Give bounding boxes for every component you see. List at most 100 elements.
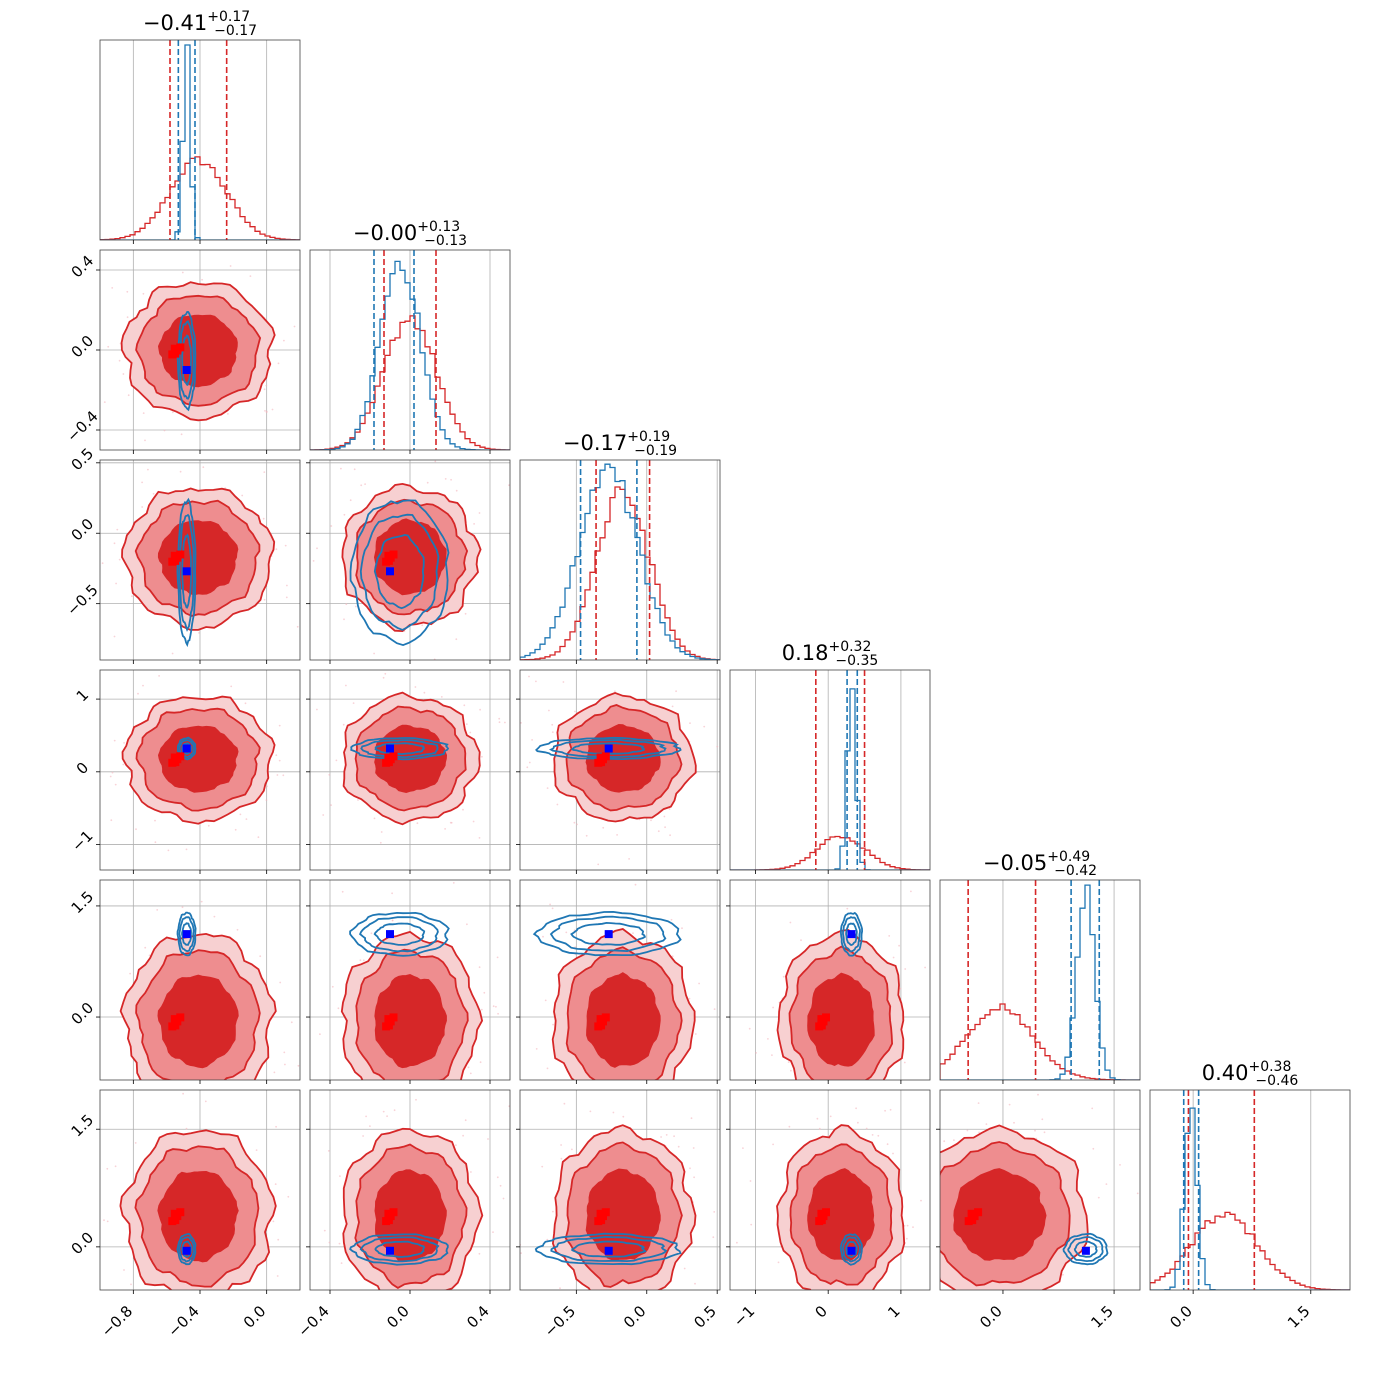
red-histogram bbox=[940, 1003, 1140, 1080]
red-histogram bbox=[730, 835, 930, 870]
red-marker bbox=[598, 754, 606, 763]
blue-contour bbox=[1073, 1240, 1098, 1258]
panel-4-0: 0.0 1.5 bbox=[68, 879, 301, 1084]
blue-contour bbox=[176, 497, 197, 648]
blue-contour bbox=[1062, 1232, 1109, 1266]
diag-panel-1: −0.00+0.13 −0.13 bbox=[309, 219, 511, 454]
blue-contour bbox=[373, 922, 426, 946]
x-tick-label: 1.5 bbox=[1087, 1302, 1117, 1332]
panel-title: −0.41+0.17 −0.17 bbox=[143, 9, 257, 39]
red-marker bbox=[598, 1211, 606, 1220]
blue-histogram bbox=[730, 688, 930, 870]
y-tick-label: 1.5 bbox=[68, 1111, 98, 1141]
blue-contour bbox=[534, 1232, 682, 1266]
blue-contour bbox=[845, 922, 858, 946]
red-marker bbox=[974, 1208, 983, 1217]
x-tick-label: 0.0 bbox=[1166, 1302, 1196, 1332]
panel-5-2: −0.5 0.0 0.5 bbox=[516, 1089, 721, 1341]
blue-contour bbox=[181, 922, 192, 946]
red-histogram bbox=[1150, 1211, 1350, 1290]
blue-contour bbox=[178, 916, 195, 953]
blue-marker bbox=[847, 1246, 856, 1255]
red-contour-inner bbox=[953, 1168, 1047, 1261]
y-tick-label: 0 bbox=[73, 759, 92, 778]
x-tick-label: 0.0 bbox=[976, 1302, 1006, 1332]
blue-histogram bbox=[940, 884, 1140, 1080]
panel-2-1 bbox=[306, 459, 511, 664]
red-histogram bbox=[310, 315, 510, 450]
diag-panel-2: −0.17+0.19 −0.19 bbox=[519, 429, 721, 664]
x-tick-label: 1.5 bbox=[1284, 1302, 1314, 1332]
blue-marker bbox=[847, 930, 856, 939]
blue-marker bbox=[182, 366, 191, 374]
panel-3-2 bbox=[516, 669, 721, 874]
red-histogram bbox=[100, 156, 300, 240]
x-tick-label: 1 bbox=[884, 1302, 903, 1321]
panel-frame bbox=[729, 879, 931, 1081]
y-tick-label: −1 bbox=[68, 827, 96, 855]
red-marker bbox=[818, 1016, 827, 1025]
y-tick-label: 0.0 bbox=[68, 515, 98, 545]
panel-3-1 bbox=[306, 669, 511, 874]
x-tick-label: 0.0 bbox=[383, 1302, 413, 1332]
blue-contour bbox=[842, 916, 861, 953]
panel-3-0: −1 0 1 bbox=[68, 669, 301, 874]
panel-frame bbox=[939, 1089, 1141, 1291]
red-contour-inner bbox=[807, 972, 875, 1067]
x-tick-label: 0.0 bbox=[240, 1302, 270, 1332]
red-marker bbox=[172, 754, 181, 763]
blue-marker bbox=[182, 567, 191, 576]
panel-frame bbox=[939, 879, 1141, 1081]
y-tick-label: 1.5 bbox=[68, 888, 98, 918]
panel-frame bbox=[519, 1089, 721, 1291]
blue-contour bbox=[181, 533, 193, 609]
x-tick-label: 0.5 bbox=[690, 1302, 720, 1332]
y-tick-label: 0.5 bbox=[68, 444, 98, 474]
red-marker bbox=[385, 553, 394, 562]
red-histogram bbox=[520, 486, 720, 660]
panel-title: −0.05+0.49 −0.42 bbox=[983, 849, 1097, 879]
x-tick-label: −1 bbox=[730, 1302, 758, 1330]
panel-2-0: −0.5 0.0 0.5 bbox=[63, 444, 301, 664]
blue-contour bbox=[549, 915, 667, 953]
blue-contour bbox=[360, 739, 439, 759]
panel-4-3 bbox=[726, 879, 931, 1084]
x-tick-label: −0.8 bbox=[98, 1302, 136, 1340]
blue-marker bbox=[604, 1246, 613, 1255]
blue-contour bbox=[374, 742, 426, 756]
blue-contour bbox=[374, 1240, 426, 1258]
diag-panel-5: 0.40+0.38 −0.46 0.0 1.5 bbox=[1149, 1059, 1351, 1332]
panel-frame bbox=[519, 459, 721, 661]
blue-contour bbox=[535, 736, 682, 761]
blue-contour bbox=[839, 911, 864, 957]
blue-histogram bbox=[100, 44, 300, 240]
blue-contour bbox=[176, 911, 197, 957]
y-tick-label: −0.4 bbox=[63, 407, 101, 445]
panel-title: −0.00+0.13 −0.13 bbox=[353, 219, 467, 249]
blue-contour bbox=[842, 1236, 861, 1263]
panel-title: 0.18+0.32 −0.35 bbox=[782, 639, 879, 669]
red-marker bbox=[385, 1016, 394, 1025]
blue-histogram bbox=[520, 463, 720, 660]
blue-histogram bbox=[310, 260, 510, 450]
blue-contour bbox=[176, 310, 197, 412]
panel-1-0: −0.4 0.0 0.4 bbox=[63, 249, 301, 454]
x-tick-label: −0.5 bbox=[541, 1302, 579, 1340]
blue-contour bbox=[349, 1233, 449, 1266]
blue-contour bbox=[550, 1235, 668, 1263]
blue-contour bbox=[359, 513, 440, 631]
panel-5-3: −1 0 1 bbox=[726, 1089, 931, 1330]
panel-5-4: 0.0 1.5 bbox=[936, 1089, 1141, 1332]
red-contour-inner bbox=[157, 974, 239, 1069]
red-marker bbox=[385, 754, 394, 763]
blue-contour bbox=[181, 334, 192, 387]
blue-contour bbox=[570, 742, 645, 755]
blue-marker bbox=[386, 567, 394, 576]
y-tick-label: 1 bbox=[73, 686, 92, 705]
y-tick-label: 0.0 bbox=[68, 1229, 98, 1259]
blue-contour bbox=[178, 513, 195, 632]
x-tick-label: 0.4 bbox=[463, 1302, 493, 1332]
red-marker bbox=[385, 1211, 394, 1220]
blue-contour bbox=[349, 499, 450, 647]
